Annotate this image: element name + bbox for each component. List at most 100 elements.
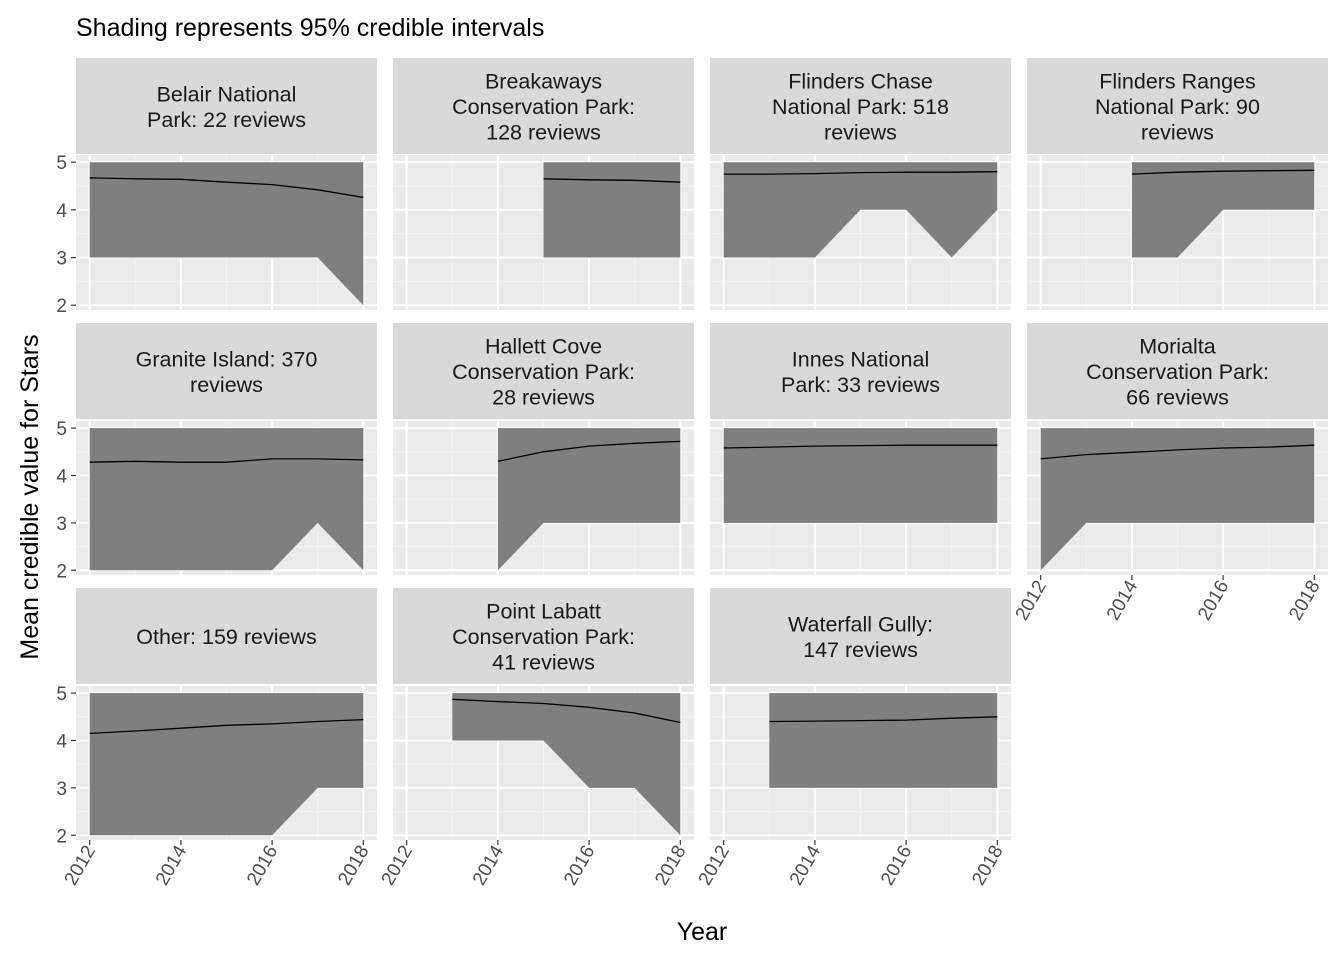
facet-strip-label: Belair National Park: 22 reviews xyxy=(147,82,306,132)
facet-strip-label-line: Conservation Park: xyxy=(452,625,635,649)
facet-strip xyxy=(710,588,1011,684)
credible-interval-ribbon xyxy=(89,162,364,306)
y-tick-label: 2 xyxy=(56,561,67,582)
facet-panel: Flinders Chase National Park: 518 reviews xyxy=(710,58,1011,310)
facet-strip-label-line: Morialta xyxy=(1139,335,1216,359)
facet-strip xyxy=(393,588,694,684)
mean-line xyxy=(497,440,681,462)
x-tick-label: 2016 xyxy=(877,842,916,889)
facet-strip-label-line: Innes National xyxy=(792,347,929,371)
y-axis-title: Mean credible value for Stars xyxy=(16,334,44,659)
x-tick-label: 2016 xyxy=(1194,577,1233,624)
facet-strip-label: Hallett Cove Conservation Park: 28 reviews xyxy=(452,335,635,410)
facet-strip-label-line: reviews xyxy=(1141,121,1214,145)
y-tick-label: 3 xyxy=(56,514,67,535)
y-tick-label: 3 xyxy=(56,249,67,270)
credible-interval-ribbon xyxy=(1131,162,1315,258)
facet-grid: Belair National Park: 22 reviews 2 3 4 5 Break… xyxy=(56,58,1328,889)
chart-title: Shading represents 95% credible interval… xyxy=(76,14,544,42)
x-tick-label: 2018 xyxy=(334,842,373,889)
facet-panel: Belair National Park: 22 reviews 2 3 4 5 xyxy=(56,58,377,317)
facet-strip-label-line: Granite Island: 370 xyxy=(136,347,318,371)
facet-strip-label-line: National Park: 90 xyxy=(1095,95,1260,119)
facet-strip-label-line: National Park: 518 xyxy=(772,95,949,119)
y-tick-label: 5 xyxy=(56,684,67,705)
facet-strip xyxy=(1027,323,1328,419)
mean-line xyxy=(769,716,998,723)
x-axis-title: Year xyxy=(677,918,728,946)
x-tick-label: 2012 xyxy=(61,842,100,889)
x-tick-label: 2014 xyxy=(469,842,509,889)
credible-interval-ribbon xyxy=(89,693,364,836)
facet-panel: Flinders Ranges National Park: 90 reviews xyxy=(1027,58,1328,310)
facet-panel: Other: 159 reviews 2 3 4 5 2012 2014 2016 2018 xyxy=(56,588,377,889)
facet-strip-label-line: Point Labatt xyxy=(486,600,601,624)
facet-strip-label-line: Hallett Cove xyxy=(485,335,602,359)
credible-interval-ribbon xyxy=(89,428,364,571)
credible-interval-ribbon xyxy=(1040,428,1315,571)
facet-panel: Granite Island: 370 reviews 2 3 4 5 xyxy=(56,323,377,582)
x-tick-label: 2018 xyxy=(1285,577,1324,624)
facet-strip-label-line: reviews xyxy=(824,121,897,145)
facet-strip-label-line: Park: 33 reviews xyxy=(781,373,940,397)
facet-strip-label: Other: 159 reviews xyxy=(136,625,316,649)
x-tick-label: 2014 xyxy=(786,842,826,889)
facet-panel: Point Labatt Conservation Park: 41 reviews… xyxy=(378,588,694,889)
facet-strip-label: Innes National Park: 33 reviews xyxy=(781,347,940,397)
facet-strip-label-line: Belair National xyxy=(157,82,297,106)
facet-strip-label-line: Conservation Park: xyxy=(452,95,635,119)
facet-panel: Innes National Park: 33 reviews xyxy=(710,323,1011,575)
facet-strip-label-line: 28 reviews xyxy=(492,386,595,410)
facet-panel: Morialta Conservation Park: 66 reviews 2012… xyxy=(1012,323,1328,624)
x-tick-label: 2012 xyxy=(1012,577,1051,624)
x-tick-label: 2016 xyxy=(560,842,599,889)
y-tick-label: 4 xyxy=(56,201,67,222)
facet-strip-label: Granite Island: 370 reviews xyxy=(136,347,318,397)
facet-strip-label-line: 66 reviews xyxy=(1126,386,1229,410)
x-tick-label: 2018 xyxy=(968,842,1007,889)
facet-strip xyxy=(710,323,1011,419)
x-tick-label: 2014 xyxy=(152,842,192,889)
facet-strip xyxy=(76,588,377,684)
credible-interval-ribbon xyxy=(497,428,681,571)
mean-line xyxy=(89,177,364,199)
y-tick-label: 2 xyxy=(56,296,67,317)
credible-interval-ribbon xyxy=(452,693,681,836)
y-tick-label: 5 xyxy=(56,419,67,440)
facet-strip xyxy=(710,58,1011,154)
facet-strip-label-line: Breakaways xyxy=(485,70,602,94)
y-tick-label: 2 xyxy=(56,826,67,847)
facet-strip xyxy=(76,58,377,154)
facet-strip xyxy=(393,58,694,154)
facet-strip-label: Flinders Ranges National Park: 90 reviews xyxy=(1095,70,1260,145)
x-tick-label: 2014 xyxy=(1103,577,1143,624)
facet-strip-label-line: Conservation Park: xyxy=(452,360,635,384)
facet-strip-label: Flinders Chase National Park: 518 reviews xyxy=(772,70,949,145)
facet-strip-label-line: Flinders Chase xyxy=(788,70,933,94)
mean-line xyxy=(89,458,364,463)
facet-strip xyxy=(76,323,377,419)
facet-strip xyxy=(393,323,694,419)
mean-line xyxy=(1040,444,1315,460)
mean-line xyxy=(452,698,681,724)
mean-line xyxy=(723,444,998,449)
facet-strip-label: Breakaways Conservation Park: 128 reviews xyxy=(452,70,635,145)
credible-interval-ribbon xyxy=(723,162,998,258)
facet-strip-label-line: Waterfall Gully: xyxy=(788,612,933,636)
x-tick-label: 2012 xyxy=(378,842,417,889)
mean-line xyxy=(723,171,998,175)
x-tick-label: 2018 xyxy=(651,842,690,889)
credible-interval-ribbon xyxy=(769,693,998,788)
facet-panel: Hallett Cove Conservation Park: 28 reviews xyxy=(393,323,694,575)
facet-strip-label-line: Other: 159 reviews xyxy=(136,625,316,649)
facet-strip-label-line: Flinders Ranges xyxy=(1099,70,1256,94)
x-tick-label: 2016 xyxy=(243,842,282,889)
credible-interval-ribbon xyxy=(723,428,998,523)
y-tick-label: 5 xyxy=(56,153,67,174)
x-tick-label: 2012 xyxy=(695,842,734,889)
y-tick-label: 4 xyxy=(56,466,67,487)
facet-strip-label: Point Labatt Conservation Park: 41 reviews xyxy=(452,600,635,675)
facet-strip-label-line: 128 reviews xyxy=(486,121,601,145)
facet-strip-label-line: Park: 22 reviews xyxy=(147,108,306,132)
